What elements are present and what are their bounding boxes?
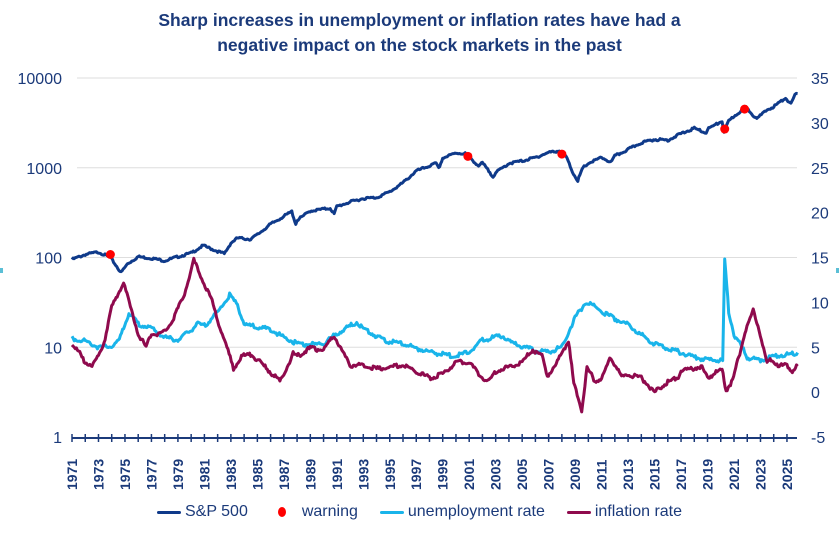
warning-dot-icon xyxy=(277,507,286,517)
x-tick-label: 1999 xyxy=(435,459,451,490)
series-line-unemployment-rate xyxy=(70,257,799,364)
y-left-tick-label: 1000 xyxy=(26,161,62,178)
x-tick-label: 1971 xyxy=(64,459,80,490)
y-right-tick-label: 10 xyxy=(811,295,829,312)
x-tick-label: 1973 xyxy=(90,459,106,490)
x-tick-label: 2021 xyxy=(726,459,742,490)
series-line-inflation-rate xyxy=(70,256,799,414)
legend-label: unemployment rate xyxy=(407,503,545,520)
legend-item-sp500: S&P 500 xyxy=(156,503,248,521)
legend-item-unemployment: unemployment rate xyxy=(379,503,545,521)
x-tick-label: 2017 xyxy=(673,459,689,490)
warning-marker xyxy=(720,124,730,134)
inflation-swatch-icon xyxy=(566,510,591,514)
x-tick-label: 2005 xyxy=(514,459,530,490)
y-right-tick-label: 5 xyxy=(811,340,820,357)
chart-title-line-1: Sharp increases in unemployment or infla… xyxy=(158,10,681,30)
warning-marker xyxy=(105,250,115,260)
x-tick-label: 2011 xyxy=(594,459,610,490)
x-tick-label: 1979 xyxy=(170,459,186,490)
x-tick-label: 1985 xyxy=(249,459,265,490)
x-tick-label: 2009 xyxy=(567,459,583,490)
x-tick-label: 1987 xyxy=(276,459,292,490)
chart-title: Sharp increases in unemployment or infla… xyxy=(0,8,839,58)
warning-marker xyxy=(463,151,473,161)
x-tick-label: 1997 xyxy=(408,459,424,490)
x-tick-label: 2025 xyxy=(779,459,795,490)
unemployment-swatch-icon xyxy=(379,510,404,514)
y-left-tick-label: 1 xyxy=(53,430,62,447)
frame-marker xyxy=(836,268,839,273)
warning-marker xyxy=(740,104,750,114)
series-line-s-p-500 xyxy=(70,91,798,274)
y-right-tick-label: 30 xyxy=(811,116,829,133)
x-tick-label: 2003 xyxy=(488,459,504,490)
legend-item-warning: warning xyxy=(270,503,358,521)
y-right-tick-label: 20 xyxy=(811,206,829,223)
x-tick-label: 2015 xyxy=(647,459,663,490)
y-right-tick-label: -5 xyxy=(811,430,825,447)
legend-label: inflation rate xyxy=(594,503,683,520)
x-tick-label: 1975 xyxy=(117,459,133,490)
x-tick-label: 2007 xyxy=(541,459,557,490)
y-left-tick-label: 10000 xyxy=(18,71,63,88)
chart-title-line-2: negative impact on the stock markets in … xyxy=(217,35,622,55)
legend: S&P 500 warning unemployment rate inflat… xyxy=(0,503,839,521)
x-tick-label: 1991 xyxy=(329,459,345,490)
legend-label: warning xyxy=(301,503,358,520)
sp500-swatch-icon xyxy=(156,510,181,514)
x-tick-label: 2013 xyxy=(620,459,636,490)
x-tick-label: 1993 xyxy=(355,459,371,490)
frame-marker xyxy=(0,268,3,273)
x-tick-label: 1989 xyxy=(302,459,318,490)
warning-marker xyxy=(557,149,567,159)
legend-label: S&P 500 xyxy=(184,503,248,520)
x-tick-label: 1981 xyxy=(196,459,212,490)
y-right-tick-label: 25 xyxy=(811,161,829,178)
y-right-tick-label: 15 xyxy=(811,251,829,268)
x-tick-label: 2001 xyxy=(461,459,477,490)
x-tick-label: 1995 xyxy=(382,459,398,490)
y-right-tick-label: 35 xyxy=(811,71,829,88)
x-tick-label: 2019 xyxy=(700,459,716,490)
y-left-tick-label: 100 xyxy=(35,251,62,268)
y-right-tick-label: 0 xyxy=(811,385,820,402)
x-tick-label: 1977 xyxy=(143,459,159,490)
x-tick-label: 1983 xyxy=(223,459,239,490)
legend-item-inflation: inflation rate xyxy=(566,503,683,521)
y-left-tick-label: 10 xyxy=(44,340,62,357)
x-tick-label: 2023 xyxy=(752,459,768,490)
